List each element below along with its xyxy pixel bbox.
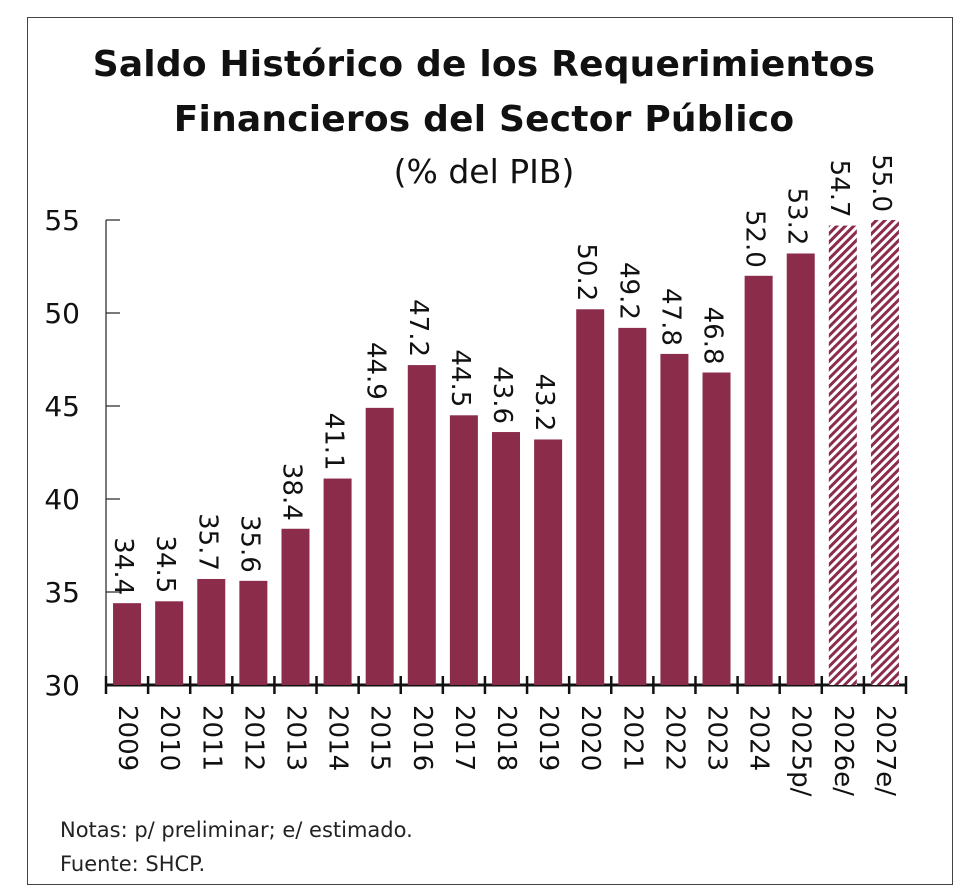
y-tick-label: 40 (44, 483, 80, 516)
x-tick-label: 2016 (407, 705, 437, 771)
x-tick-label: 2026e/ (828, 705, 858, 796)
x-tick-label: 2010 (154, 705, 184, 771)
value-label: 38.4 (276, 463, 306, 521)
bar (239, 580, 268, 685)
x-tick-label: 2009 (112, 705, 142, 771)
x-tick-label: 2012 (238, 705, 268, 771)
value-label: 35.6 (234, 515, 264, 573)
bar (323, 478, 352, 685)
y-tick-label: 50 (44, 297, 80, 330)
chart-title-line1: Saldo Histórico de los Requerimientos (92, 44, 876, 85)
bar (534, 439, 563, 685)
x-tick-label: 2027e/ (870, 705, 900, 796)
value-label: 55.0 (866, 154, 896, 212)
bar (660, 353, 689, 685)
value-label: 34.4 (108, 537, 138, 595)
x-tick-label: 2023 (702, 705, 732, 771)
value-label: 53.2 (782, 188, 812, 246)
bar (197, 578, 226, 685)
value-label: 49.2 (613, 262, 643, 320)
x-tick-label: 2024 (744, 705, 774, 771)
bar-estimated (828, 225, 857, 685)
bar (155, 601, 184, 685)
value-label: 44.9 (361, 342, 391, 400)
value-label: 43.6 (487, 366, 517, 424)
x-tick-label: 2018 (491, 705, 521, 771)
value-label: 34.5 (150, 535, 180, 593)
bar (113, 603, 142, 685)
x-tick-label: 2015 (365, 705, 395, 771)
x-tick-label: 2017 (449, 705, 479, 771)
value-label: 41.1 (319, 413, 349, 471)
bar (407, 365, 436, 685)
value-label: 50.2 (571, 243, 601, 301)
value-label: 46.8 (698, 307, 728, 365)
x-tick-label: 2025p/ (786, 705, 816, 797)
bar (576, 309, 605, 685)
bar (702, 372, 731, 685)
value-label: 54.7 (824, 160, 854, 218)
bar (492, 432, 520, 685)
x-tick-label: 2021 (617, 705, 647, 771)
value-label: 47.2 (403, 299, 433, 357)
y-tick-label: 35 (44, 576, 80, 609)
bar (618, 327, 647, 685)
value-label: 47.8 (655, 288, 685, 346)
value-label: 44.5 (445, 349, 475, 407)
bar (786, 253, 815, 686)
x-tick-label: 2013 (280, 705, 310, 771)
bar (281, 528, 310, 685)
y-tick-label: 45 (44, 390, 80, 423)
bar-estimated (870, 220, 899, 685)
chart-title-line2: Financieros del Sector Público (173, 99, 795, 140)
chart-subtitle: (% del PIB) (393, 152, 575, 191)
bar (449, 415, 478, 685)
source-text: Fuente: SHCP. (60, 852, 206, 876)
notes-text: Notas: p/ preliminar; e/ estimado. (60, 818, 413, 842)
y-tick-label: 55 (44, 204, 80, 237)
value-label: 35.7 (192, 513, 222, 571)
bar (365, 407, 394, 685)
value-label: 52.0 (740, 210, 770, 268)
x-tick-label: 2014 (323, 705, 353, 771)
value-label: 43.2 (529, 374, 559, 432)
x-tick-label: 2022 (659, 705, 689, 771)
x-tick-label: 2020 (575, 705, 605, 771)
x-tick-label: 2019 (533, 705, 563, 771)
y-tick-label: 30 (44, 669, 80, 702)
bar (744, 275, 773, 685)
x-tick-label: 2011 (196, 705, 226, 771)
